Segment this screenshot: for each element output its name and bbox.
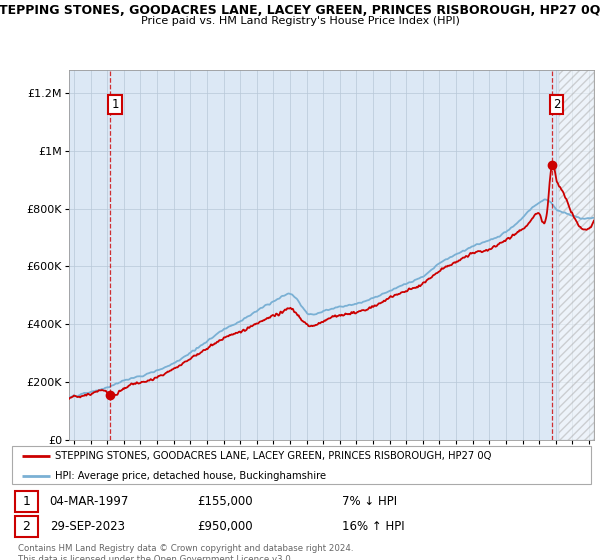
Text: 2: 2 bbox=[23, 520, 31, 533]
Bar bbox=[559, 70, 594, 440]
Text: 29-SEP-2023: 29-SEP-2023 bbox=[50, 520, 125, 533]
FancyBboxPatch shape bbox=[15, 516, 38, 536]
Text: 7% ↓ HPI: 7% ↓ HPI bbox=[342, 495, 397, 508]
Text: Contains HM Land Registry data © Crown copyright and database right 2024.
This d: Contains HM Land Registry data © Crown c… bbox=[18, 544, 353, 560]
Text: 1: 1 bbox=[23, 495, 31, 508]
Text: 1: 1 bbox=[111, 98, 119, 111]
Text: STEPPING STONES, GOODACRES LANE, LACEY GREEN, PRINCES RISBOROUGH, HP27 0QD: STEPPING STONES, GOODACRES LANE, LACEY G… bbox=[0, 4, 600, 17]
Text: £950,000: £950,000 bbox=[197, 520, 253, 533]
Text: 2: 2 bbox=[553, 98, 560, 111]
Text: £155,000: £155,000 bbox=[197, 495, 253, 508]
FancyBboxPatch shape bbox=[15, 491, 38, 512]
Text: Price paid vs. HM Land Registry's House Price Index (HPI): Price paid vs. HM Land Registry's House … bbox=[140, 16, 460, 26]
Text: 04-MAR-1997: 04-MAR-1997 bbox=[50, 495, 129, 508]
Bar bbox=[559, 70, 594, 440]
Text: 16% ↑ HPI: 16% ↑ HPI bbox=[342, 520, 404, 533]
Text: HPI: Average price, detached house, Buckinghamshire: HPI: Average price, detached house, Buck… bbox=[55, 471, 326, 481]
FancyBboxPatch shape bbox=[12, 446, 591, 484]
Text: STEPPING STONES, GOODACRES LANE, LACEY GREEN, PRINCES RISBOROUGH, HP27 0Q: STEPPING STONES, GOODACRES LANE, LACEY G… bbox=[55, 451, 492, 461]
